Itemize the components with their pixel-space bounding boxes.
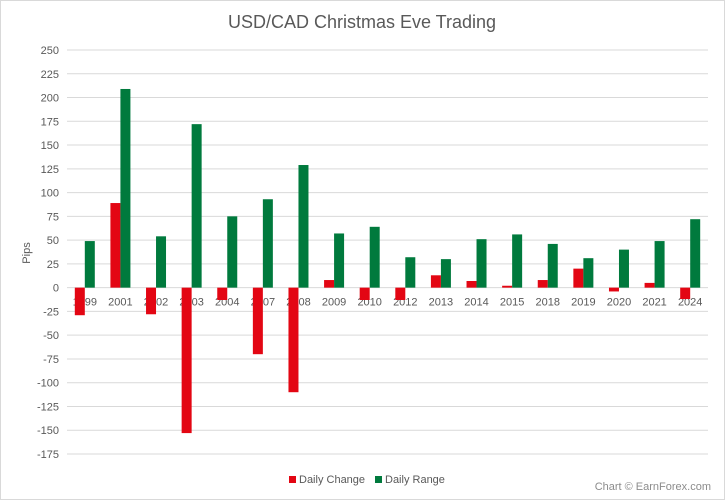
gridlines: [67, 49, 708, 455]
bar-daily-range: [369, 226, 380, 288]
bar-daily-range: [120, 88, 131, 288]
x-tick-label: 2021: [642, 297, 666, 309]
y-axis-label: Pips: [21, 242, 33, 264]
x-tick-label: 2020: [607, 297, 631, 309]
y-tick-label: 200: [41, 93, 59, 105]
bars: [74, 88, 701, 434]
bar-daily-range: [227, 216, 238, 288]
x-tick-label: 2024: [678, 297, 702, 309]
bar-daily-range: [583, 258, 594, 288]
y-tick-label: -25: [43, 306, 59, 318]
bar-daily-change: [217, 287, 228, 301]
bar-daily-range: [334, 233, 345, 288]
y-tick-labels: -175 -150 -125 -100 -75 -50 -25 0 25 50 75 100 125 15…: [37, 45, 59, 461]
x-tick-label: 2019: [571, 297, 595, 309]
y-tick-label: 150: [41, 140, 59, 152]
y-tick-label: 25: [47, 259, 59, 271]
bar-daily-change: [110, 203, 121, 288]
bar-daily-range: [690, 219, 701, 288]
x-tick-label: 2018: [536, 297, 560, 309]
y-tick-label: 175: [41, 116, 59, 128]
y-tick-label: -125: [37, 401, 59, 413]
legend-swatch-daily-change: [289, 476, 296, 483]
bar-daily-change: [395, 287, 406, 301]
bar-daily-range: [618, 249, 629, 288]
bar-daily-change: [537, 280, 548, 288]
bar-daily-range: [84, 241, 95, 288]
chart-title: USD/CAD Christmas Eve Trading: [228, 12, 496, 32]
bar-daily-range: [440, 259, 451, 288]
x-tick-label: 2013: [429, 297, 453, 309]
bar-daily-change: [359, 287, 370, 301]
x-tick-label: 2015: [500, 297, 524, 309]
chart-credit: Chart © EarnForex.com: [595, 481, 711, 493]
x-tick-label: 2001: [108, 297, 132, 309]
bar-daily-range: [512, 234, 523, 288]
bar-daily-change: [181, 287, 192, 434]
x-tick-labels: 1999200120022003200420072008200920102012…: [73, 297, 703, 309]
bar-daily-change: [74, 287, 85, 316]
bar-daily-change: [466, 280, 477, 288]
y-tick-label: -50: [43, 330, 59, 342]
y-tick-label: -175: [37, 449, 59, 461]
bar-daily-change: [288, 287, 299, 393]
bar-daily-change: [252, 287, 263, 355]
bar-daily-range: [476, 239, 487, 288]
bar-daily-change: [573, 268, 584, 288]
y-tick-label: 100: [41, 188, 59, 200]
bar-daily-range: [654, 241, 665, 288]
y-tick-label: 250: [41, 45, 59, 57]
legend: Daily Change Daily Range: [289, 474, 445, 486]
bar-daily-change: [644, 282, 655, 288]
y-tick-label: 0: [53, 283, 59, 295]
bar-daily-change: [680, 287, 691, 300]
bar-daily-range: [547, 243, 558, 288]
bar-daily-range: [262, 199, 273, 288]
bar-daily-change: [324, 280, 335, 288]
legend-swatch-daily-range: [375, 476, 382, 483]
legend-label-daily-change: Daily Change: [299, 474, 365, 486]
bar-daily-change: [430, 275, 441, 288]
bar-daily-range: [298, 165, 309, 288]
bar-daily-range: [156, 236, 167, 288]
y-tick-label: 75: [47, 211, 59, 223]
y-tick-label: -75: [43, 354, 59, 366]
bar-daily-range: [191, 124, 202, 288]
bar-daily-range: [405, 257, 416, 288]
legend-label-daily-range: Daily Range: [385, 474, 445, 486]
y-tick-label: 125: [41, 164, 59, 176]
x-tick-label: 2009: [322, 297, 346, 309]
y-tick-label: -150: [37, 425, 59, 437]
y-tick-label: 50: [47, 235, 59, 247]
y-tick-label: 225: [41, 69, 59, 81]
x-tick-label: 2014: [464, 297, 488, 309]
y-tick-label: -100: [37, 378, 59, 390]
bar-daily-change: [502, 285, 513, 288]
bar-daily-change: [608, 287, 619, 292]
bar-daily-change: [146, 287, 157, 315]
